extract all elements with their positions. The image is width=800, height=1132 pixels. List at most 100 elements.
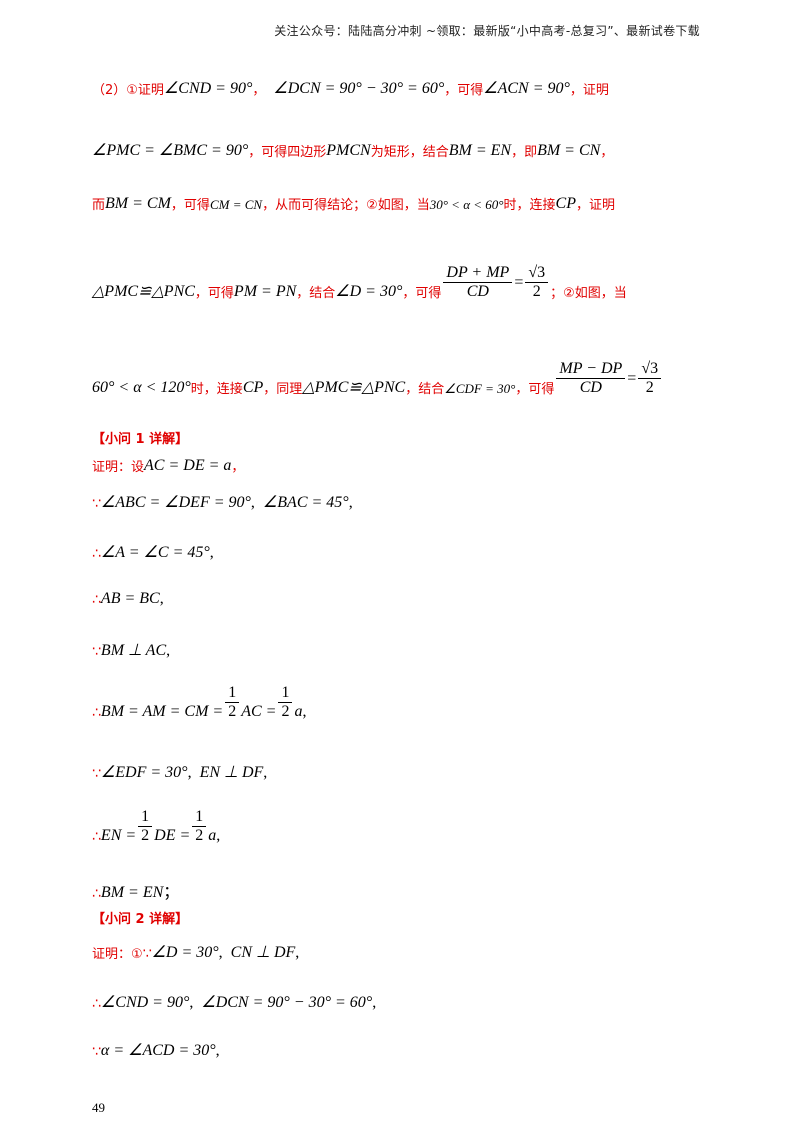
math-expr: ∠D = 30° <box>151 944 219 961</box>
fraction: 1 2 <box>138 808 153 845</box>
because-symbol: ∵ <box>92 496 101 512</box>
comma: , <box>250 494 255 511</box>
math-expr: CN ⊥ DF <box>230 944 296 961</box>
comma: , <box>216 827 221 844</box>
q1-step-4: ∴ AB = BC , <box>92 590 164 608</box>
q2-step-2: ∴ ∠CND = 90° , ∠DCN = 90° − 30° = 60° , <box>92 992 376 1012</box>
math-expr: ∠ACN = 90° <box>483 80 570 97</box>
summary-text: 时，连接 <box>190 382 243 397</box>
comma: , <box>215 1042 220 1059</box>
math-expr: AC = DE = a <box>144 457 232 474</box>
therefore-symbol: ∴ <box>92 705 101 721</box>
fraction-denominator: 2 <box>645 379 654 396</box>
math-expr: BM = CM <box>105 195 171 212</box>
math-expr: ∠CND = 90° <box>163 80 253 97</box>
fraction-numerator: DP + MP <box>443 264 513 283</box>
therefore-symbol: ∴ <box>92 546 101 562</box>
summary-text: ，可得 <box>170 198 210 213</box>
therefore-symbol: ∴ <box>92 996 101 1012</box>
summary-line-3: 而 BM = CM ，可得 CM = CN ，从而可得结论；②如图，当 30° … <box>92 194 615 213</box>
summary-text: ，可得 <box>194 286 234 301</box>
fraction: √3 2 <box>525 264 549 301</box>
fraction-denominator: 2 <box>532 283 541 300</box>
because-symbol: ∵ <box>92 644 101 660</box>
q1-heading-line: 【小问 1 详解】 <box>92 428 188 447</box>
summary-line-1: （2）①证明 ∠CND = 90° ， ∠DCN = 90° − 30° = 6… <box>92 78 609 98</box>
fraction-denominator: CD <box>466 283 489 300</box>
comma: , <box>263 764 268 781</box>
math-expr: AB = BC <box>100 590 160 607</box>
fraction-numerator: 1 <box>278 684 293 703</box>
fraction-denominator: 2 <box>141 827 150 844</box>
summary-line-5: 60° < α < 120° 时，连接 CP ，同理 △PMC≌△PNC ，结合… <box>92 360 663 397</box>
math-expr: CP <box>555 195 576 212</box>
fraction: DP + MP CD <box>443 264 513 301</box>
math-expr: α = ∠ACD = 30° <box>100 1042 216 1059</box>
math-expr: ∠EDF = 30° <box>100 764 188 781</box>
because-symbol: ∵ <box>142 946 152 962</box>
comma: ， <box>600 145 614 160</box>
semicolon: ； <box>163 884 180 901</box>
q1-step-2: ∵ ∠ABC = ∠DEF = 90° , ∠BAC = 45° , <box>92 492 353 512</box>
math-expr: ∠ABC = ∠DEF = 90° <box>100 494 251 511</box>
math-expr: DE = <box>154 827 191 844</box>
q1-heading: 【小问 1 详解】 <box>92 432 189 447</box>
math-expr: a <box>208 827 217 844</box>
math-expr: △PMC≌△PNC <box>302 379 406 396</box>
math-expr: EN ⊥ DF <box>199 764 264 781</box>
fraction-denominator: 2 <box>228 703 237 720</box>
math-expr: BM ⊥ AC <box>100 642 167 659</box>
because-symbol: ∵ <box>92 1044 101 1060</box>
summary-text: 时，连接 <box>503 198 556 213</box>
summary-text: ，结合 <box>296 286 336 301</box>
math-expr: PMCN <box>326 142 371 159</box>
math-expr: a <box>294 703 303 720</box>
fraction: √3 2 <box>638 360 662 397</box>
summary-text: ，结合 <box>405 382 445 397</box>
summary-text: 为矩形，结合 <box>370 145 449 160</box>
comma: ， <box>231 460 245 475</box>
fraction: 1 2 <box>278 684 293 721</box>
math-expr: BM = AM = CM = <box>100 703 224 720</box>
comma: , <box>189 994 194 1011</box>
comma: , <box>348 494 353 511</box>
fraction-denominator: CD <box>579 379 602 396</box>
summary-text: ，可得 <box>515 382 555 397</box>
math-expr: ∠D = 30° <box>335 283 403 300</box>
math-expr: ∠DCN = 90° − 30° = 60° <box>273 80 445 97</box>
fraction-numerator: √3 <box>525 264 549 283</box>
fraction: MP − DP CD <box>556 360 626 397</box>
comma: , <box>295 944 300 961</box>
math-expr: 30° < α < 60° <box>429 197 504 212</box>
q2-heading: 【小问 2 详解】 <box>92 912 189 927</box>
because-symbol: ∵ <box>92 766 101 782</box>
math-expr: CP <box>242 379 264 396</box>
math-expr: △PMC≌△PNC <box>92 283 195 300</box>
math-expr: ∠DCN = 90° − 30° = 60° <box>201 994 373 1011</box>
q1-step-8: ∴ EN = 1 2 DE = 1 2 a , <box>92 808 220 845</box>
math-expr: BM = CN <box>537 142 601 159</box>
fraction-numerator: √3 <box>638 360 662 379</box>
summary-text: ，从而可得结论；②如图，当 <box>262 198 430 213</box>
fraction-denominator: 2 <box>195 827 204 844</box>
page-header: 关注公众号：陆陆高分冲刺 ~领取：最新版“小中高考-总复习”、最新试卷下载 <box>274 24 700 38</box>
summary-text: ；②如图，当 <box>550 286 627 301</box>
q1-step-6: ∴ BM = AM = CM = 1 2 AC = 1 2 a , <box>92 684 306 721</box>
summary-line-2: ∠PMC = ∠BMC = 90° ，可得四边形 PMCN 为矩形，结合 BM … <box>92 140 613 160</box>
fraction: 1 2 <box>225 684 240 721</box>
summary-text: ，可得 <box>402 286 442 301</box>
math-expr: AC = <box>241 703 277 720</box>
summary-text: ，即 <box>511 145 538 160</box>
q1-step-7: ∵ ∠EDF = 30° , EN ⊥ DF , <box>92 762 267 782</box>
summary-text: ，可得四边形 <box>248 145 327 160</box>
fraction-numerator: 1 <box>192 808 207 827</box>
summary-text: ，证明 <box>569 83 609 98</box>
summary-text: 而 <box>92 198 106 213</box>
therefore-symbol: ∴ <box>92 592 101 608</box>
comma: , <box>209 544 214 561</box>
math-expr: BM = EN <box>100 884 164 901</box>
math-expr: ∠PMC = ∠BMC = 90° <box>92 142 249 159</box>
fraction-numerator: 1 <box>138 808 153 827</box>
page-number: 49 <box>92 1100 105 1115</box>
q1-step-9: ∴ BM = EN ； <box>92 878 179 902</box>
